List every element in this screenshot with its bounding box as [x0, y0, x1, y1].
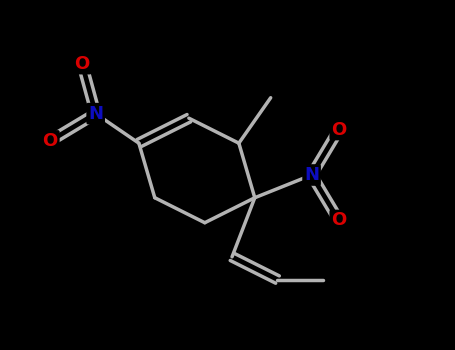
Text: N: N [304, 166, 319, 184]
Text: O: O [75, 55, 90, 73]
Text: N: N [88, 105, 103, 122]
Text: O: O [331, 211, 347, 230]
Text: O: O [331, 120, 347, 139]
Text: O: O [43, 132, 58, 150]
